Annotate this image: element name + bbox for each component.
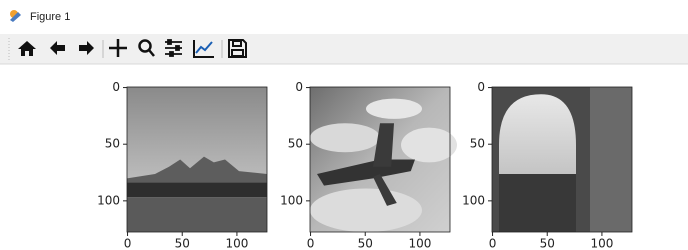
image-axes: 0 50 100 0 50 100 xyxy=(280,80,457,250)
y-tick-label: 50 xyxy=(470,137,485,151)
x-tick-label: 50 xyxy=(540,237,555,250)
y-tick-label: 0 xyxy=(295,80,303,94)
image xyxy=(127,87,267,232)
image-axes: 0 50 100 0 50 100 xyxy=(462,80,632,250)
image-axes: 0 50 100 0 50 100 xyxy=(97,80,267,250)
configure-button[interactable] xyxy=(165,40,182,56)
y-tick-label: 0 xyxy=(477,80,485,94)
image-cloud xyxy=(401,128,457,163)
image-cloud xyxy=(310,123,380,152)
image-field xyxy=(127,197,267,232)
x-tick-label: 50 xyxy=(358,237,373,250)
y-tick-label: 50 xyxy=(105,137,120,151)
figure-window: Figure 1 0 50 100 0 50 100 0 50 100 0 50 100 xyxy=(0,0,688,250)
x-tick-label: 100 xyxy=(590,237,613,250)
image-cloud xyxy=(310,189,422,233)
y-tick-label: 0 xyxy=(112,80,120,94)
y-tick-label: 100 xyxy=(280,193,303,207)
x-tick-label: 50 xyxy=(175,237,190,250)
image-bricks xyxy=(590,87,632,232)
image-ground xyxy=(499,174,576,232)
image-trees xyxy=(127,183,267,198)
y-tick-label: 100 xyxy=(97,193,120,207)
x-tick-label: 0 xyxy=(307,237,315,250)
image-cloud xyxy=(366,99,422,119)
x-tick-label: 100 xyxy=(225,237,248,250)
image xyxy=(492,87,632,232)
x-tick-label: 0 xyxy=(124,237,132,250)
image xyxy=(310,87,457,232)
title-bar xyxy=(0,0,688,32)
y-tick-label: 100 xyxy=(462,193,485,207)
x-tick-label: 0 xyxy=(489,237,497,250)
page: Figure 1 0 50 100 0 50 100 0 50 100 0 50 100 xyxy=(0,0,688,250)
window-title: Figure 1 xyxy=(30,11,70,23)
x-tick-label: 100 xyxy=(408,237,431,250)
y-tick-label: 50 xyxy=(288,137,303,151)
